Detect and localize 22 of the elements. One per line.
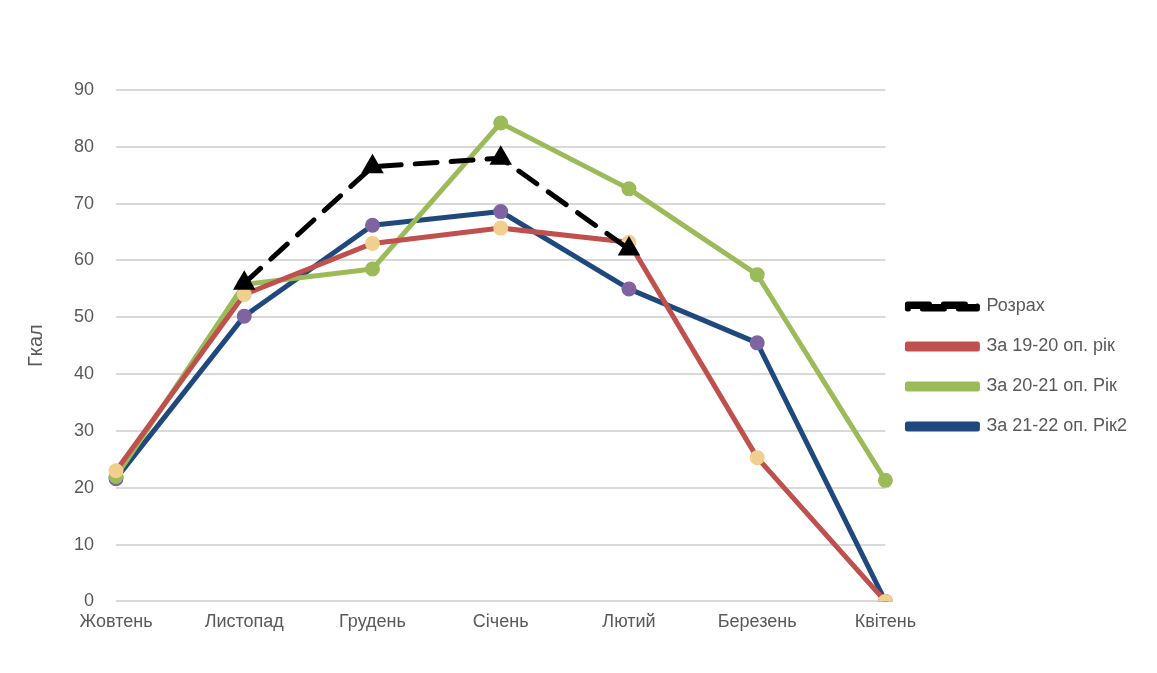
y-axis-title: Гкал (23, 324, 46, 368)
y-tick-label: 90 (73, 78, 95, 99)
y-tick-label: 10 (73, 533, 95, 554)
x-tick-label: Січень (472, 611, 529, 632)
y-tick-label: 0 (84, 590, 95, 611)
legend-label: За 19-20 оп. рік (986, 335, 1116, 356)
x-tick-label: Жовтень (79, 611, 153, 632)
legend-label: Розрах (986, 295, 1045, 316)
x-tick-label: Березень (717, 611, 797, 632)
y-tick-label: 40 (73, 363, 95, 384)
y-tick-label: 80 (73, 135, 95, 156)
y-tick-label: 70 (73, 192, 95, 213)
y-tick-label: 60 (73, 249, 95, 270)
x-tick-label: Лютий (602, 611, 656, 632)
x-tick-label: Квітень (854, 611, 917, 632)
y-tick-label: 20 (73, 476, 95, 497)
legend-label: За 21-22 оп. Рік2 (986, 415, 1128, 436)
legend-label: За 20-21 оп. Рік (986, 375, 1118, 396)
y-tick-label: 50 (73, 306, 95, 327)
y-tick-label: 30 (73, 419, 95, 440)
x-tick-label: Листопад (204, 611, 285, 632)
x-tick-label: Грудень (339, 611, 406, 632)
